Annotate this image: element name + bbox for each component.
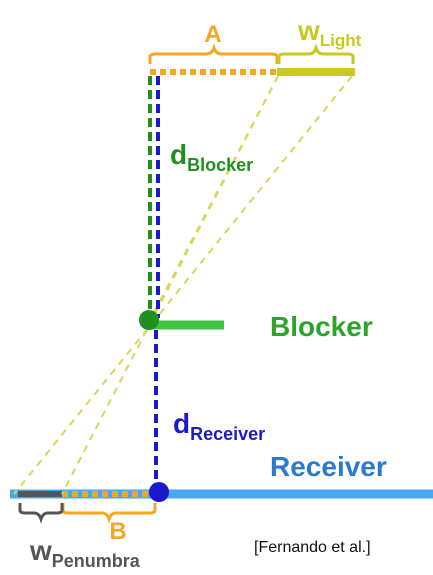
w-penumbra-label-sub: Penumbra — [52, 551, 141, 571]
d-receiver-label-main: d — [173, 408, 190, 439]
a-label: A — [204, 21, 221, 48]
w-penumbra-label-main: w — [29, 535, 52, 566]
d-blocker-label-main: d — [170, 139, 187, 170]
citation: [Fernando et al.] — [254, 539, 371, 556]
w-light-label: wLight — [297, 15, 362, 50]
blocker-label: Blocker — [270, 311, 373, 342]
a-bracket — [148, 43, 279, 64]
w-penumbra-bracket — [18, 503, 64, 524]
d-receiver-label-sub: Receiver — [190, 424, 265, 444]
b-bracket — [61, 503, 157, 524]
d-blocker-label: dBlocker — [170, 139, 253, 175]
w-light-label-main: w — [297, 15, 320, 46]
w-light-label-sub: Light — [320, 31, 362, 50]
b-label: B — [109, 518, 126, 545]
ray-light-right-to-penumbra-left — [13, 75, 353, 495]
w-light-bracket — [277, 43, 355, 64]
d-receiver-label: dReceiver — [173, 408, 265, 444]
receiver-point — [149, 482, 169, 502]
receiver-label: Receiver — [270, 451, 387, 482]
blocker-point — [139, 310, 159, 330]
light-rays — [13, 75, 353, 495]
w-penumbra-label: wPenumbra — [29, 535, 141, 571]
d-blocker-label-sub: Blocker — [187, 155, 253, 175]
ray-light-left-to-receiver-point — [149, 75, 279, 321]
